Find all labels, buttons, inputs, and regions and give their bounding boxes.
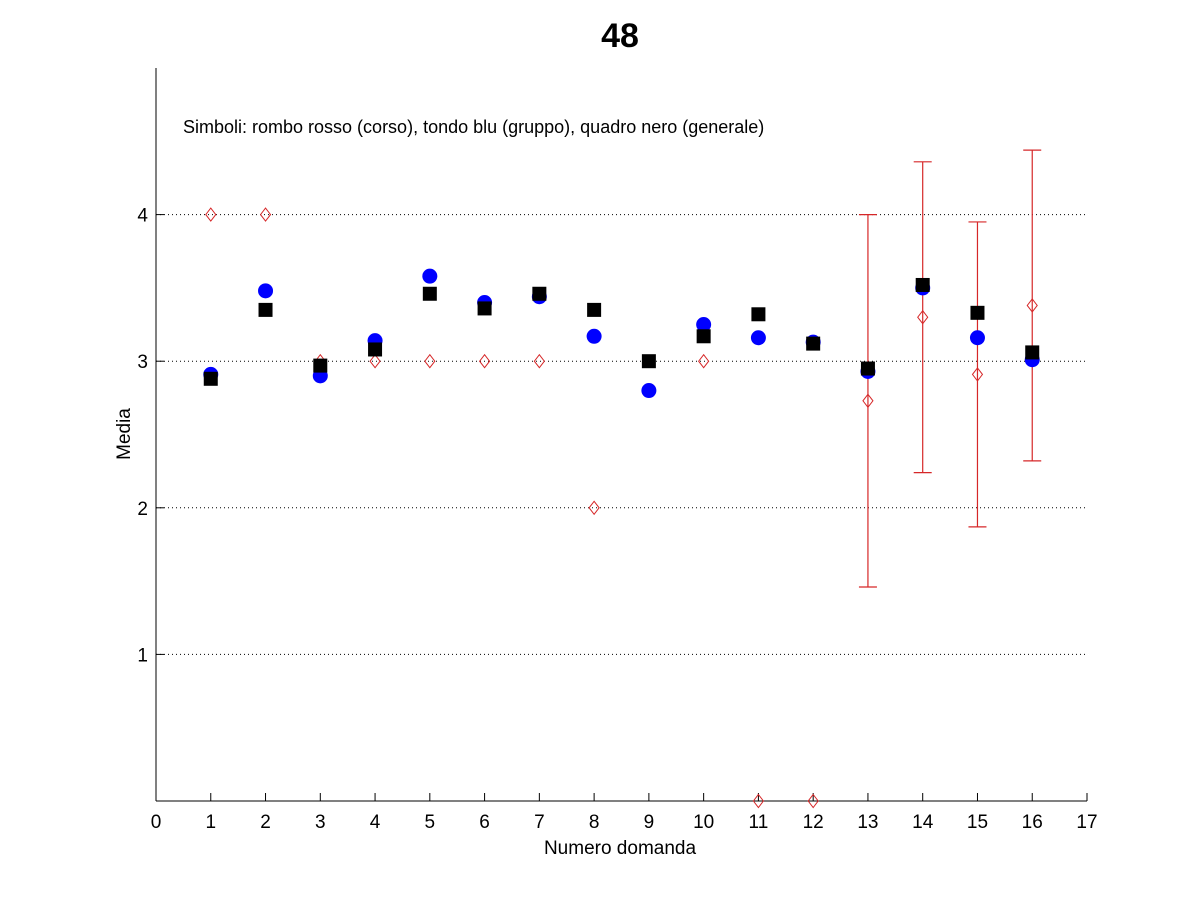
square-point-4 (368, 342, 383, 357)
x-axis-label: Numero domanda (544, 838, 697, 859)
square-point-5 (422, 286, 437, 301)
diamond-point-1 (205, 207, 217, 222)
circle-point-9 (641, 383, 657, 399)
x-tick-label-4: 4 (370, 812, 381, 833)
circle-point-2 (258, 283, 274, 299)
x-tick-label-3: 3 (315, 812, 326, 833)
x-tick-label-12: 12 (803, 812, 824, 833)
x-tick-label-2: 2 (260, 812, 271, 833)
y-axis-label: Media (114, 408, 135, 460)
x-tick-label-5: 5 (425, 812, 436, 833)
square-point-3 (313, 358, 328, 373)
circle-point-8 (586, 328, 602, 344)
diamond-point-2 (259, 207, 272, 222)
x-tick-label-11: 11 (749, 812, 769, 833)
diamond-point-11 (752, 793, 765, 809)
diamond-point-15 (971, 367, 984, 382)
square-point-11 (751, 307, 766, 322)
grid-lines (156, 214, 1087, 655)
x-tick-label-6: 6 (479, 812, 490, 833)
diamond-point-14 (917, 309, 929, 325)
diamond-point-6 (478, 353, 491, 369)
x-tick-label-10: 10 (693, 812, 714, 833)
x-tick-label-14: 14 (912, 812, 934, 833)
x-tick-label-0: 0 (151, 812, 162, 833)
x-tick-label-7: 7 (534, 812, 545, 833)
diamond-point-5 (424, 353, 436, 369)
x-tick-label-16: 16 (1022, 812, 1043, 833)
diamond-point-12 (807, 793, 819, 809)
chart-title: 48 (601, 17, 639, 55)
diamond-point-7 (533, 353, 545, 369)
x-tick-label-1: 1 (205, 812, 216, 833)
diamond-point-10 (698, 353, 710, 369)
symbols-annotation: Simboli: rombo rosso (corso), tondo blu … (183, 117, 764, 137)
square-point-10 (696, 329, 711, 344)
x-tick-label-15: 15 (967, 812, 988, 833)
diamond-point-4 (369, 353, 381, 369)
square-point-14 (915, 277, 930, 292)
x-tick-label-8: 8 (589, 812, 600, 833)
square-point-12 (806, 336, 821, 351)
error-bars (858, 149, 1042, 588)
square-point-9 (641, 354, 656, 369)
square-point-13 (860, 361, 875, 376)
x-tick-label-13: 13 (857, 812, 878, 833)
square-point-7 (532, 286, 547, 301)
x-tick-label-17: 17 (1076, 812, 1097, 833)
circle-point-15 (969, 330, 985, 346)
y-tick-label-3: 3 (137, 352, 148, 373)
circle-point-5 (422, 268, 438, 284)
square-point-6 (477, 301, 492, 316)
x-tick-label-9: 9 (644, 812, 655, 833)
square-point-2 (258, 302, 273, 317)
y-tick-label-2: 2 (137, 499, 148, 520)
diamond-point-13 (862, 393, 874, 409)
diamond-point-16 (1026, 298, 1038, 313)
square-point-16 (1025, 345, 1040, 360)
circle-point-10 (696, 317, 712, 333)
circle-point-11 (750, 330, 766, 346)
diamond-point-8 (588, 500, 600, 516)
square-point-8 (587, 302, 602, 317)
square-point-15 (970, 305, 985, 320)
square-point-1 (203, 371, 218, 386)
data-marks (203, 207, 1040, 809)
y-tick-label-1: 1 (137, 645, 148, 666)
axes (155, 68, 1088, 802)
y-tick-label-4: 4 (137, 206, 148, 227)
